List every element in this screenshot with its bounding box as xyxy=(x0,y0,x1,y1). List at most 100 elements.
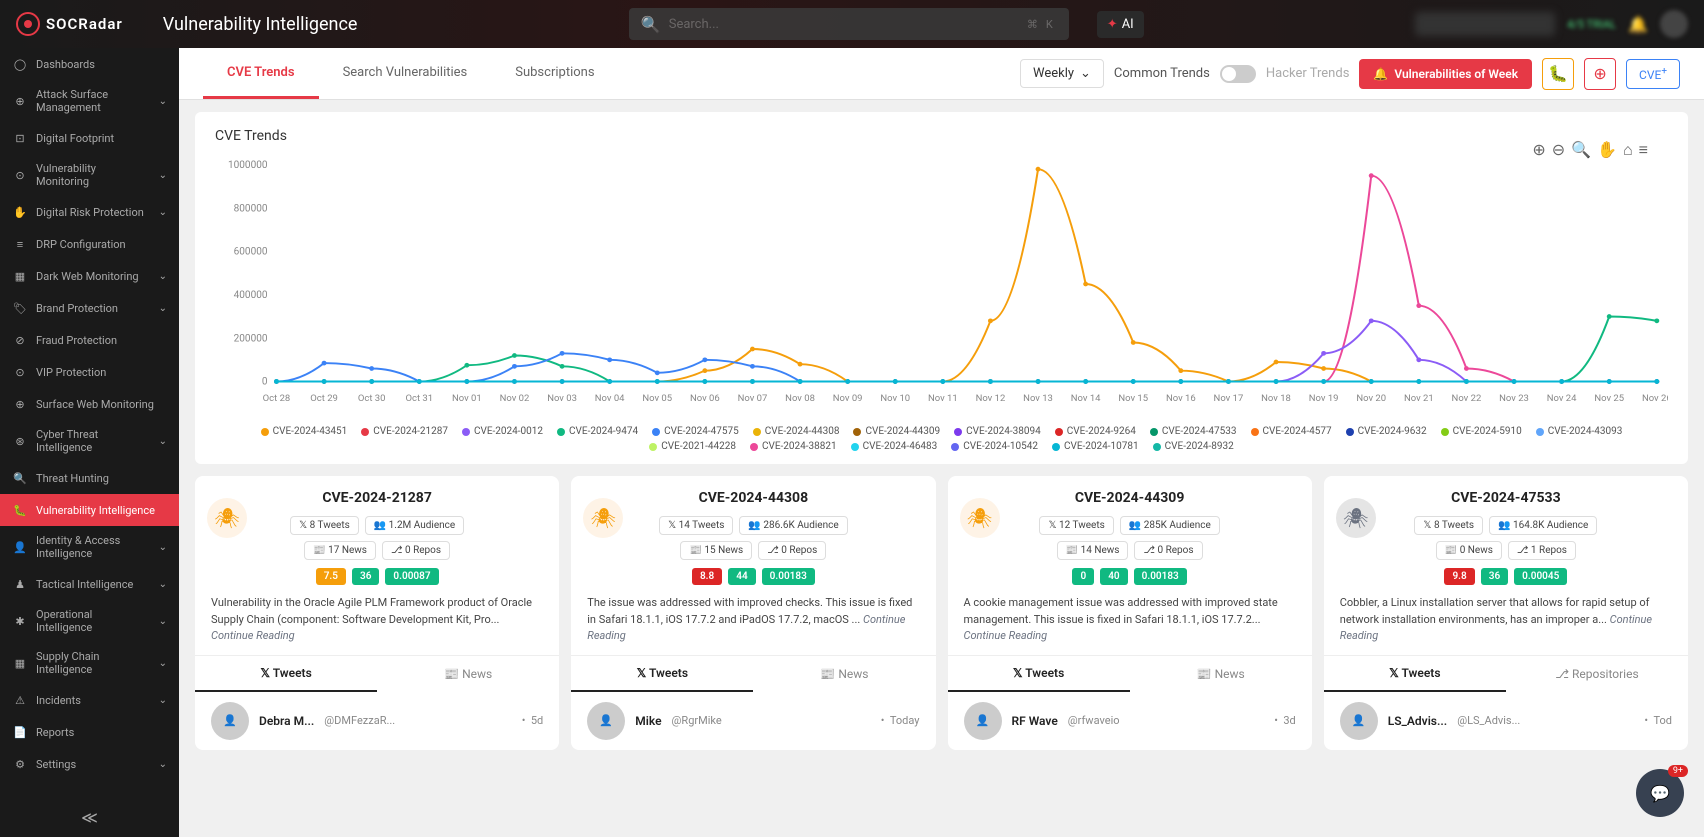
legend-item[interactable]: CVE-2024-0012 xyxy=(462,426,543,437)
sidebar-item-reports[interactable]: 📄Reports xyxy=(0,716,179,748)
sidebar-item-vulnerability-monitoring[interactable]: ⊙Vulnerability Monitoring⌄ xyxy=(0,154,179,196)
sidebar-item-digital-risk-protection[interactable]: ✋Digital Risk Protection⌄ xyxy=(0,196,179,228)
sidebar-item-settings[interactable]: ⚙Settings⌄ xyxy=(0,748,179,780)
sidebar-collapse[interactable]: ≪ xyxy=(0,798,179,837)
continue-reading-link[interactable]: Continue Reading xyxy=(964,629,1048,642)
card-tab-news[interactable]: 📰 News xyxy=(753,656,935,692)
sidebar-item-tactical-intelligence[interactable]: ♟Tactical Intelligence⌄ xyxy=(0,568,179,600)
user-avatar[interactable] xyxy=(1660,10,1688,38)
zoom-in-icon[interactable]: ⊕ xyxy=(1532,140,1545,160)
chart-point xyxy=(322,379,327,384)
legend-item[interactable]: CVE-2024-38821 xyxy=(750,441,837,452)
sidebar-item-cyber-threat-intelligence[interactable]: ⊛Cyber Threat Intelligence⌄ xyxy=(0,420,179,462)
chart-point xyxy=(1036,379,1041,384)
x-tick: Oct 31 xyxy=(405,393,433,404)
sidebar-item-attack-surface-management[interactable]: ⊕Attack Surface Management⌄ xyxy=(0,80,179,122)
card-tab-tweets[interactable]: 𝕏 Tweets xyxy=(195,656,377,692)
sidebar-item-identity-&-access-intelligence[interactable]: 👤Identity & Access Intelligence⌄ xyxy=(0,526,179,568)
legend-item[interactable]: CVE-2024-44308 xyxy=(753,426,840,437)
card-tab-news[interactable]: 📰 News xyxy=(377,656,559,692)
sidebar-item-digital-footprint[interactable]: ⊡Digital Footprint xyxy=(0,122,179,154)
legend-item[interactable]: CVE-2024-9632 xyxy=(1346,426,1427,437)
sidebar-item-operational-intelligence[interactable]: ✱Operational Intelligence⌄ xyxy=(0,600,179,642)
trends-toggle[interactable] xyxy=(1220,65,1256,83)
add-button[interactable]: ⊕ xyxy=(1584,58,1616,90)
tab-cve-trends[interactable]: CVE Trends xyxy=(203,49,319,99)
sidebar-item-dark-web-monitoring[interactable]: ▦Dark Web Monitoring⌄ xyxy=(0,260,179,292)
sidebar-item-vulnerability-intelligence[interactable]: 🐛Vulnerability Intelligence xyxy=(0,494,179,526)
chat-bubble[interactable]: 💬 9+ xyxy=(1636,769,1684,817)
home-icon[interactable]: ⌂ xyxy=(1623,140,1633,160)
tweet-row[interactable]: 👤 RF Wave @rfwaveio • 3d xyxy=(948,692,1312,750)
card-tab-tweets[interactable]: 𝕏 Tweets xyxy=(571,656,753,692)
legend-item[interactable]: CVE-2024-21287 xyxy=(361,426,448,437)
legend-item[interactable]: CVE-2024-43451 xyxy=(261,426,348,437)
sidebar-item-drp-configuration[interactable]: ≡DRP Configuration xyxy=(0,228,179,260)
chart-point xyxy=(512,379,517,384)
tweet-row[interactable]: 👤 LS_Advis... @LS_Advis... • Tod xyxy=(1324,692,1688,750)
sidebar-item-surface-web-monitoring[interactable]: ⊕Surface Web Monitoring xyxy=(0,388,179,420)
bell-icon[interactable]: 🔔 xyxy=(1628,15,1648,34)
score-badge: 0.00183 xyxy=(1134,568,1187,585)
sidebar-item-fraud-protection[interactable]: ⊘Fraud Protection xyxy=(0,324,179,356)
sidebar-item-supply-chain-intelligence[interactable]: ▦Supply Chain Intelligence⌄ xyxy=(0,642,179,684)
bug-icon-button[interactable]: 🐛 xyxy=(1542,58,1574,90)
org-selector[interactable] xyxy=(1415,12,1555,36)
sidebar-item-vip-protection[interactable]: ⊙VIP Protection xyxy=(0,356,179,388)
zoom-reset-icon[interactable]: 🔍 xyxy=(1571,140,1591,160)
chart-line xyxy=(276,176,1656,382)
trend-chart[interactable]: 10000008000006000004000002000000Oct 28Oc… xyxy=(215,154,1668,414)
zoom-out-icon[interactable]: ⊖ xyxy=(1552,140,1565,160)
sidebar-item-brand-protection[interactable]: 🏷Brand Protection⌄ xyxy=(0,292,179,324)
chevron-down-icon: ⌄ xyxy=(159,436,167,447)
period-dropdown[interactable]: Weekly ⌄ xyxy=(1020,59,1104,88)
legend-label: CVE-2024-43451 xyxy=(273,426,348,437)
sidebar-item-dashboards[interactable]: ◯Dashboards xyxy=(0,48,179,80)
logo[interactable]: SOCRadar xyxy=(16,12,123,36)
search-input[interactable] xyxy=(669,17,1023,32)
sidebar-item-incidents[interactable]: ⚠Incidents⌄ xyxy=(0,684,179,716)
legend-item[interactable]: CVE-2024-47575 xyxy=(652,426,739,437)
legend-item[interactable]: CVE-2024-43093 xyxy=(1536,426,1623,437)
search-box[interactable]: 🔍 ⌘ K xyxy=(629,8,1069,40)
chart-point xyxy=(1654,379,1659,384)
card-tab-tweets[interactable]: 𝕏 Tweets xyxy=(948,656,1130,692)
continue-reading-link[interactable]: Continue Reading xyxy=(211,629,295,642)
chart-point xyxy=(845,379,850,384)
legend-item[interactable]: CVE-2024-9474 xyxy=(557,426,638,437)
vulnerabilities-of-week-button[interactable]: 🔔 Vulnerabilities of Week xyxy=(1359,59,1532,89)
legend-item[interactable]: CVE-2024-44309 xyxy=(853,426,940,437)
continue-reading-link[interactable]: Continue Reading xyxy=(587,613,905,643)
cve-plus-button[interactable]: CVE+ xyxy=(1626,59,1680,89)
card-tab-repositories[interactable]: ⎇ Repositories xyxy=(1506,656,1688,692)
cve-id[interactable]: CVE-2024-47533 xyxy=(1340,490,1672,506)
cve-id[interactable]: CVE-2024-44308 xyxy=(587,490,919,506)
sidebar-label: Vulnerability Intelligence xyxy=(36,504,155,517)
legend-item[interactable]: CVE-2024-9264 xyxy=(1055,426,1136,437)
legend-item[interactable]: CVE-2024-10781 xyxy=(1052,441,1139,452)
cve-id[interactable]: CVE-2024-44309 xyxy=(964,490,1296,506)
chart-point xyxy=(940,379,945,384)
pan-icon[interactable]: ✋ xyxy=(1597,140,1617,160)
bell-alert-icon: 🔔 xyxy=(1373,67,1388,81)
menu-icon[interactable]: ≡ xyxy=(1639,140,1648,160)
legend-item[interactable]: CVE-2024-47533 xyxy=(1150,426,1237,437)
tab-subscriptions[interactable]: Subscriptions xyxy=(491,49,618,99)
sidebar-item-threat-hunting[interactable]: 🔍Threat Hunting xyxy=(0,462,179,494)
card-tab-tweets[interactable]: 𝕏 Tweets xyxy=(1324,656,1506,692)
tweet-row[interactable]: 👤 Debra M... @DMFezzaR... • 5d xyxy=(195,692,559,750)
tab-search-vulnerabilities[interactable]: Search Vulnerabilities xyxy=(319,49,492,99)
legend-item[interactable]: CVE-2024-38094 xyxy=(954,426,1041,437)
legend-item[interactable]: CVE-2024-8932 xyxy=(1153,441,1234,452)
tweet-row[interactable]: 👤 Mike @RgrMike • Today xyxy=(571,692,935,750)
legend-item[interactable]: CVE-2024-5910 xyxy=(1441,426,1522,437)
legend-item[interactable]: CVE-2024-10542 xyxy=(951,441,1038,452)
legend-item[interactable]: CVE-2024-46483 xyxy=(851,441,938,452)
legend-item[interactable]: CVE-2024-4577 xyxy=(1251,426,1332,437)
continue-reading-link[interactable]: Continue Reading xyxy=(1340,613,1652,643)
ai-button[interactable]: ✦ AI xyxy=(1097,11,1144,38)
cve-id[interactable]: CVE-2024-21287 xyxy=(211,490,543,506)
chart-point xyxy=(1559,379,1564,384)
legend-item[interactable]: CVE-2021-44228 xyxy=(649,441,736,452)
card-tab-news[interactable]: 📰 News xyxy=(1130,656,1312,692)
